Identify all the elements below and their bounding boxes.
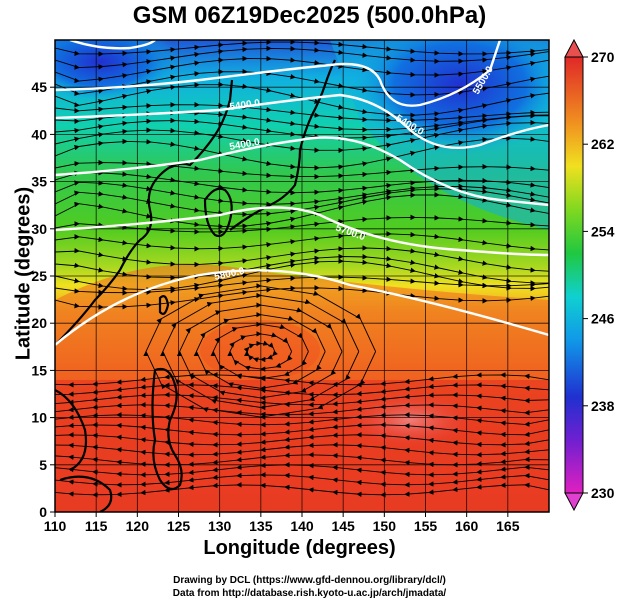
coast-taiwan (158, 295, 170, 315)
x-tick-label: 150 (373, 518, 397, 534)
x-tick-label: 145 (331, 518, 355, 534)
colorbar-tick-label: 262 (591, 136, 615, 152)
y-tick-label: 25 (31, 268, 47, 284)
streamline (55, 372, 549, 388)
y-tick-label: 35 (31, 174, 47, 190)
contour-label: 5400.0 (229, 98, 261, 113)
y-tick-label: 15 (31, 362, 47, 378)
streamlines (55, 40, 549, 498)
x-axis-ticks: 110 115 120 125 130 135 140 145 150 155 160 165 (44, 512, 520, 534)
x-tick-label: 120 (126, 518, 150, 534)
colorbar-tick-label: 230 (591, 485, 615, 501)
y-tick-label: 40 (31, 126, 47, 142)
credit-drawing: Drawing by DCL (https://www.gfd-dennou.o… (173, 575, 446, 586)
coast-philippines (151, 367, 183, 491)
colorbar-scale (564, 56, 584, 494)
contour-label: 5400.0 (229, 137, 261, 153)
coast-japan (229, 59, 336, 231)
y-axis-label: Latitude (degrees) (12, 186, 35, 361)
streamline (55, 231, 549, 252)
colorbar: 230 238 246 254 262 270 (564, 38, 615, 512)
streamline (55, 482, 549, 498)
x-tick-label: 110 (44, 518, 67, 534)
coast-asia-mainland (55, 79, 234, 346)
chart-title: GSM 06Z19Dec2025 (500.0hPa) (132, 2, 487, 29)
y-tick-label: 10 (31, 410, 47, 426)
x-axis-label: Longitude (degrees) (203, 537, 396, 559)
y-tick-label: 20 (31, 315, 47, 331)
coast-korea (203, 187, 233, 238)
colorbar-tick-label: 270 (591, 49, 615, 65)
y-tick-label: 0 (39, 504, 47, 520)
credit-data: Data from http://database.rish.kyoto-u.a… (172, 588, 447, 599)
x-tick-label: 165 (496, 518, 520, 534)
x-tick-label: 140 (290, 518, 314, 534)
x-tick-label: 155 (414, 518, 438, 534)
colorbar-tick-label: 238 (591, 398, 615, 414)
height-contours (55, 40, 549, 346)
colorbar-max-triangle (564, 38, 584, 58)
y-tick-label: 45 (31, 79, 47, 95)
streamline (55, 422, 549, 438)
coast-indochina (55, 389, 88, 471)
streamline (55, 214, 549, 235)
x-tick-label: 160 (455, 518, 479, 534)
y-tick-label: 5 (39, 457, 47, 473)
x-tick-label: 130 (208, 518, 232, 534)
x-tick-label: 115 (85, 518, 108, 534)
y-axis-ticks: 0 5 10 15 20 25 30 35 40 45 (31, 79, 55, 520)
x-tick-label: 125 (167, 518, 191, 534)
colorbar-tick-label: 246 (591, 311, 615, 327)
coast-borneo (59, 475, 113, 512)
x-tick-label: 135 (249, 518, 273, 534)
colorbar-tick-label: 254 (591, 223, 615, 239)
y-tick-label: 30 (31, 221, 47, 237)
coastlines (55, 59, 336, 512)
temperature-field (55, 40, 549, 512)
colorbar-min-triangle (564, 492, 584, 512)
